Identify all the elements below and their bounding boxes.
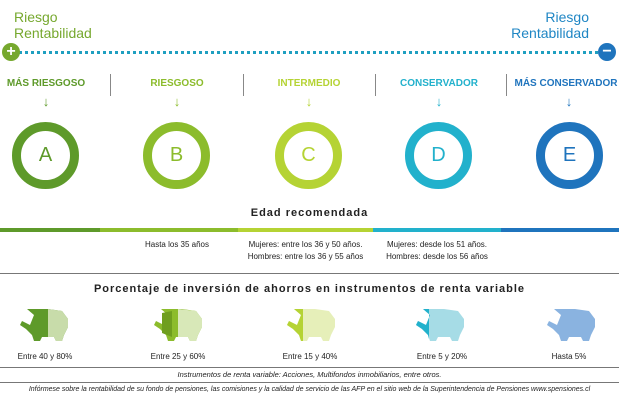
age-line: Hasta los 35 años (144, 240, 210, 249)
piggy-bank-d-icon (416, 309, 464, 341)
arrow-down-icon: ↓ (565, 94, 573, 109)
piggy-shape (154, 309, 202, 341)
fund-a-percent: Entre 40 y 80% (17, 352, 73, 361)
age-section-title: Edad recomendada (250, 207, 369, 219)
age-line: Hombres: desde los 56 años (386, 252, 488, 261)
fund-d-percent: Entre 5 y 20% (416, 352, 468, 361)
fund-b-circle: B (143, 122, 210, 189)
divider (0, 382, 619, 383)
header-right-line2: Rentabilidad (511, 25, 589, 41)
fund-category-label: CONSERVADOR (400, 78, 478, 89)
piggy-shape (20, 309, 68, 341)
fund-b-color-bar (100, 228, 238, 232)
instruments-footnote: Instrumentos de renta variable: Acciones… (177, 370, 442, 379)
fund-d-color-bar (373, 228, 501, 232)
fund-c-color-bar (238, 228, 373, 232)
arrow-down-icon: ↓ (305, 94, 313, 109)
column-separator (110, 74, 111, 96)
fund-b-age: Hasta los 35 años (122, 239, 232, 251)
header-right-label: Riesgo Rentabilidad (511, 9, 589, 41)
fund-category-label: INTERMEDIO (277, 78, 341, 89)
fund-letter: E (562, 144, 577, 166)
arrow-down-icon: ↓ (173, 94, 181, 109)
piggy-bank-c-icon (287, 309, 335, 341)
age-line: Hombres: entre los 36 y 55 años (247, 252, 364, 261)
arrow-down-icon: ↓ (435, 94, 443, 109)
header-right-line1: Riesgo (545, 9, 589, 25)
fund-d-age: Mujeres: desde los 51 años. Hombres: des… (373, 239, 501, 263)
info-footnote: Infórmese sobre la rentabilidad de su fo… (28, 386, 591, 393)
minus-icon: − (598, 43, 616, 61)
header-left-label: Riesgo Rentabilidad (14, 9, 92, 41)
fund-b-percent: Entre 25 y 60% (150, 352, 206, 361)
fund-c-age: Mujeres: entre los 36 y 50 años. Hombres… (238, 239, 373, 263)
minus-symbol: − (602, 43, 612, 60)
fund-category-label: RIESGOSO (150, 78, 204, 89)
header-left-line2: Rentabilidad (14, 25, 92, 41)
risk-dotted-line (14, 51, 598, 54)
fund-d-circle: D (405, 122, 472, 189)
fund-letter: B (169, 144, 184, 166)
piggy-bank-e-icon (547, 309, 595, 341)
piggy-shape (416, 309, 464, 341)
fund-a-circle: A (12, 122, 79, 189)
arrow-down-icon: ↓ (42, 94, 50, 109)
header-left-line1: Riesgo (14, 9, 58, 25)
fund-a-color-bar (0, 228, 100, 232)
fund-category-label: MÁS RIESGOSO (6, 78, 86, 89)
age-line: Mujeres: desde los 51 años. (386, 240, 488, 249)
plus-symbol: + (6, 43, 16, 60)
column-separator (375, 74, 376, 96)
fund-c-circle: C (275, 122, 342, 189)
fund-e-circle: E (536, 122, 603, 189)
fund-e-percent: Hasta 5% (551, 352, 587, 361)
piggy-bank-a-icon (20, 309, 68, 341)
column-separator (506, 74, 507, 96)
fund-e-color-bar (501, 228, 619, 232)
percent-section-title: Porcentaje de inversión de ahorros en in… (93, 283, 526, 295)
fund-letter: C (301, 144, 316, 166)
age-line: Mujeres: entre los 36 y 50 años. (248, 240, 363, 249)
fund-letter: A (38, 144, 53, 166)
fund-category-label: MÁS CONSERVADOR (514, 78, 618, 89)
piggy-bank-b-icon (154, 309, 202, 341)
column-separator (243, 74, 244, 96)
fund-letter: D (431, 144, 446, 166)
piggy-shape (547, 309, 595, 341)
plus-icon: + (2, 43, 20, 61)
fund-c-percent: Entre 15 y 40% (282, 352, 338, 361)
divider (0, 367, 619, 368)
piggy-shape (287, 309, 335, 341)
divider (0, 273, 619, 274)
